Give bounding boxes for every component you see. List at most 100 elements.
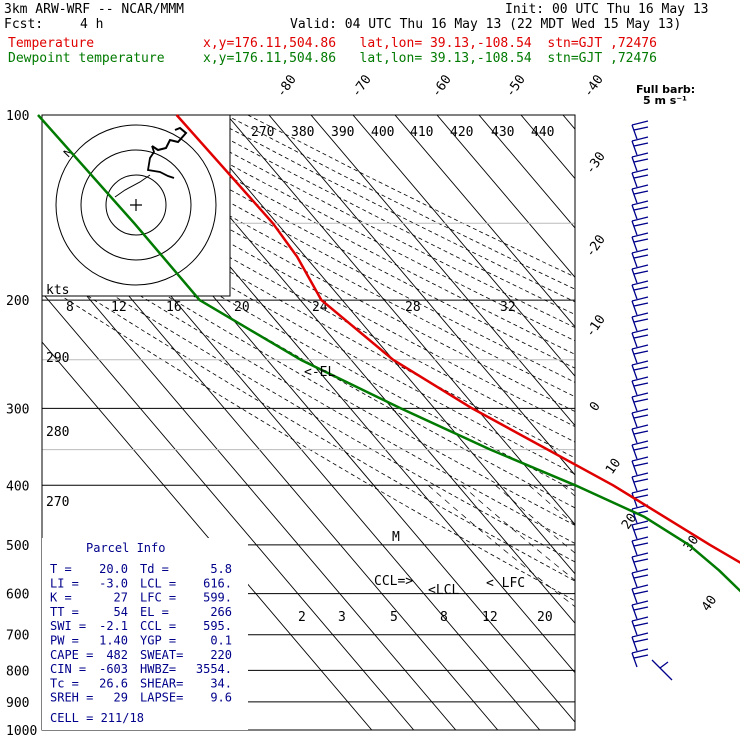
pressure-label-900: 900 <box>6 696 29 711</box>
parcel-key: LCL = <box>140 576 176 590</box>
isotherm <box>184 115 575 575</box>
wind-barb <box>631 200 649 220</box>
pressure-label-1000: 1000 <box>6 724 37 739</box>
temp-label-40: 40 <box>699 593 720 614</box>
parcel-value: 54 <box>114 605 128 619</box>
parcel-key: HWBZ= <box>140 662 176 676</box>
mixing-ratio-12: 12 <box>482 610 498 625</box>
kts-tick-20: 20 <box>234 300 250 315</box>
isotherm <box>562 115 575 130</box>
parcel-key: TT = <box>50 605 79 619</box>
isotherm <box>310 115 575 427</box>
mixing-ratio-2: 2 <box>298 610 306 625</box>
temperature-location: x,y=176.11,504.86 lat,lon= 39.13,-108.54… <box>203 36 657 51</box>
storm-motion-line <box>114 174 151 198</box>
theta-e-label-270: 270 <box>46 495 69 510</box>
isotherm <box>478 115 575 229</box>
theta-e-label-290: 290 <box>46 351 69 366</box>
moist-adiabat <box>596 485 740 730</box>
parcel-value: 266 <box>210 605 232 619</box>
temp-label--10: -10 <box>583 312 609 340</box>
parcel-key: CCL = <box>140 619 176 633</box>
wind-barb <box>631 472 649 492</box>
dewpoint-legend: Dewpoint temperature <box>8 51 165 66</box>
mixing-ratio-5: 5 <box>390 610 398 625</box>
temp-label--60: -60 <box>429 72 455 100</box>
wind-barb <box>631 536 649 556</box>
wind-barb <box>631 616 649 636</box>
wind-barb <box>631 312 649 332</box>
isotherm <box>605 115 740 730</box>
hodograph-ring <box>80 149 192 261</box>
temp-label--80: -80 <box>274 72 300 100</box>
isotherm <box>42 242 457 730</box>
plot-frame <box>41 114 576 731</box>
barb-legend-title: Full barb: <box>636 83 695 96</box>
el-marker: <-EL <box>304 365 335 380</box>
isotherm <box>647 115 740 730</box>
isotherm <box>268 115 575 476</box>
valid-time: Valid: 04 UTC Thu 16 May 13 (22 MDT Wed … <box>290 17 682 32</box>
wind-barb <box>631 648 649 668</box>
wind-barb <box>631 264 649 284</box>
pressure-label-300: 300 <box>6 402 29 417</box>
wind-barb <box>631 120 649 140</box>
dewpoint-location: x,y=176.11,504.86 lat,lon= 39.13,-108.54… <box>203 51 657 66</box>
parcel-value: 9.6 <box>210 691 232 705</box>
parcel-value: 482 <box>106 648 128 662</box>
parcel-value: -2.1 <box>99 619 128 633</box>
parcel-value: -603 <box>99 662 128 676</box>
hodograph-trace <box>151 126 188 152</box>
mixing-ratio-3: 3 <box>338 610 346 625</box>
wind-barb <box>631 584 649 604</box>
parcel-key: LI = <box>50 576 79 590</box>
wind-barb <box>631 600 649 620</box>
parcel-value: -3.0 <box>99 576 128 590</box>
parcel-info-box <box>42 538 248 730</box>
wind-barb <box>631 408 649 428</box>
isotherm <box>394 115 575 328</box>
forecast-label: Fcst: <box>4 17 44 32</box>
pressure-label-700: 700 <box>6 629 29 644</box>
temp-label-30: 30 <box>681 533 702 554</box>
ccl-marker: CCL=> <box>374 574 413 589</box>
lfc-marker: < LFC <box>486 576 525 591</box>
pressure-label-200: 200 <box>6 294 29 309</box>
kts-tick-8: 8 <box>66 300 74 315</box>
temperature-legend: Temperature <box>8 36 95 51</box>
pressure-label-100: 100 <box>6 109 29 124</box>
wind-barb <box>631 520 649 540</box>
theta-label-380: 380 <box>291 125 314 140</box>
temp-label--50: -50 <box>503 72 529 100</box>
wind-barb <box>631 568 649 588</box>
parcel-key: SWI = <box>50 619 86 633</box>
dry-adiabat <box>247 115 575 278</box>
parcel-value: 34. <box>210 676 232 690</box>
wind-barb <box>631 136 649 156</box>
temp-label--70: -70 <box>349 72 375 100</box>
parcel-key: T = <box>50 562 72 576</box>
pressure-label-400: 400 <box>6 479 29 494</box>
parcel-value: 0.1 <box>210 634 232 648</box>
theta-label-270: 270 <box>251 125 274 140</box>
parcel-value: 5.8 <box>210 562 232 576</box>
dewpoint-profile <box>37 114 740 593</box>
pressure-label-500: 500 <box>6 539 29 554</box>
barb-legend-unit: 5 m s⁻¹ <box>643 94 687 107</box>
parcel-value: 1.40 <box>99 634 128 648</box>
parcel-key: LFC = <box>140 591 176 605</box>
wind-barb <box>631 184 649 204</box>
parcel-key: K = <box>50 591 72 605</box>
dry-adiabat <box>204 115 575 303</box>
wind-barb <box>631 488 649 508</box>
wind-barb <box>631 632 649 652</box>
wind-barb <box>631 280 649 300</box>
model-title: 3km ARW-WRF -- NCAR/MMM <box>4 2 185 17</box>
wind-barb-surface <box>651 659 673 681</box>
moist-adiabat <box>428 485 575 608</box>
parcel-key: PW = <box>50 634 79 648</box>
parcel-key: Td = <box>140 562 169 576</box>
isotherm <box>42 341 373 730</box>
parcel-info-title: Parcel Info <box>86 541 165 555</box>
parcel-value: 220 <box>210 648 232 662</box>
